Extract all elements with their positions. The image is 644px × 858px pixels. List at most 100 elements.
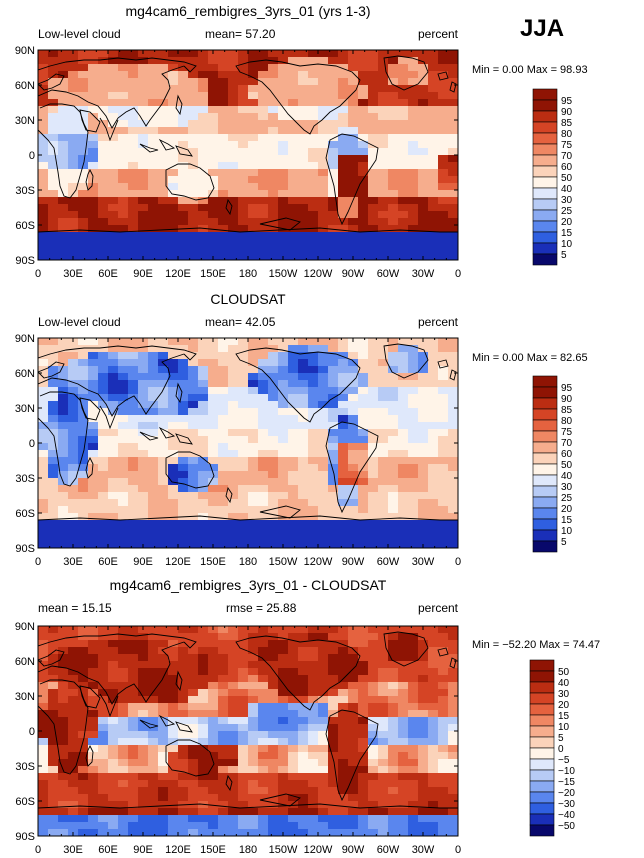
field-cell: [68, 527, 79, 535]
field-cell: [248, 485, 259, 493]
field-cell: [328, 366, 339, 374]
field-cell: [348, 710, 359, 718]
field-cell: [198, 654, 209, 662]
field-cell: [118, 204, 129, 212]
field-cell: [208, 731, 219, 739]
field-cell: [218, 387, 229, 395]
field-cell: [88, 794, 99, 802]
field-cell: [148, 225, 159, 233]
field-cell: [118, 190, 129, 198]
field-cell: [398, 162, 409, 170]
field-cell: [398, 787, 409, 795]
field-cell: [278, 506, 289, 514]
field-cell: [318, 345, 329, 353]
field-cell: [388, 471, 399, 479]
field-cell: [298, 429, 309, 437]
field-cell: [268, 106, 279, 114]
field-cell: [428, 394, 439, 402]
field-cell: [328, 64, 339, 72]
field-cell: [448, 415, 458, 423]
field-cell: [48, 752, 59, 760]
field-cell: [448, 253, 458, 260]
field-cell: [258, 534, 269, 542]
field-cell: [438, 738, 449, 746]
colorbar-swatch: [532, 375, 558, 388]
field-cell: [308, 710, 319, 718]
field-cell: [278, 815, 289, 823]
field-cell: [208, 232, 219, 240]
field-cell: [358, 197, 369, 205]
field-cell: [298, 253, 309, 260]
colorbar-label: 90: [561, 107, 573, 118]
field-cell: [328, 801, 339, 809]
field-cell: [448, 794, 458, 802]
field-cell: [338, 485, 349, 493]
field-cell: [358, 253, 369, 260]
field-cell: [348, 127, 359, 135]
field-cell: [158, 773, 169, 781]
field-cell: [438, 633, 449, 641]
field-cell: [358, 211, 369, 219]
field-cell: [78, 654, 89, 662]
field-cell: [308, 745, 319, 753]
field-cell: [308, 829, 319, 836]
field-cell: [358, 85, 369, 93]
field-cell: [418, 801, 429, 809]
field-cell: [398, 478, 409, 486]
x-tick-label: 120W: [304, 556, 333, 568]
field-cell: [108, 787, 119, 795]
field-cell: [238, 345, 249, 353]
field-cell: [78, 822, 89, 830]
field-cell: [118, 401, 129, 409]
field-cell: [208, 787, 219, 795]
field-cell: [148, 731, 159, 739]
field-cell: [168, 373, 179, 381]
field-cell: [318, 92, 329, 100]
field-cell: [438, 134, 449, 142]
field-cell: [98, 366, 109, 374]
field-cell: [268, 204, 279, 212]
field-cell: [188, 429, 199, 437]
field-cell: [258, 759, 269, 767]
field-cell: [358, 815, 369, 823]
field-cell: [298, 85, 309, 93]
field-cell: [278, 682, 289, 690]
field-cell: [258, 513, 269, 521]
field-cell: [108, 661, 119, 669]
field-cell: [208, 387, 219, 395]
field-cell: [108, 506, 119, 514]
field-cell: [328, 745, 339, 753]
field-cell: [198, 92, 209, 100]
field-cell: [108, 815, 119, 823]
field-cell: [208, 429, 219, 437]
field-cell: [318, 366, 329, 374]
field-cell: [218, 661, 229, 669]
field-cell: [168, 478, 179, 486]
field-cell: [208, 359, 219, 367]
field-cell: [268, 380, 279, 388]
field-cell: [378, 225, 389, 233]
field-cell: [218, 352, 229, 360]
field-cell: [388, 64, 399, 72]
field-cell: [448, 822, 458, 830]
field-cell: [228, 352, 239, 360]
field-cell: [158, 232, 169, 240]
field-cell: [58, 225, 69, 233]
field-cell: [268, 626, 279, 634]
field-cell: [398, 492, 409, 500]
field-cell: [328, 141, 339, 149]
field-cell: [148, 717, 159, 725]
field-cell: [258, 520, 269, 528]
field-cell: [338, 829, 349, 836]
field-cell: [208, 682, 219, 690]
field-cell: [168, 415, 179, 423]
field-cell: [48, 380, 59, 388]
field-cell: [58, 647, 69, 655]
field-cell: [338, 478, 349, 486]
field-cell: [288, 127, 299, 135]
field-cell: [128, 197, 139, 205]
field-cell: [108, 78, 119, 86]
field-cell: [188, 794, 199, 802]
field-cell: [108, 387, 119, 395]
